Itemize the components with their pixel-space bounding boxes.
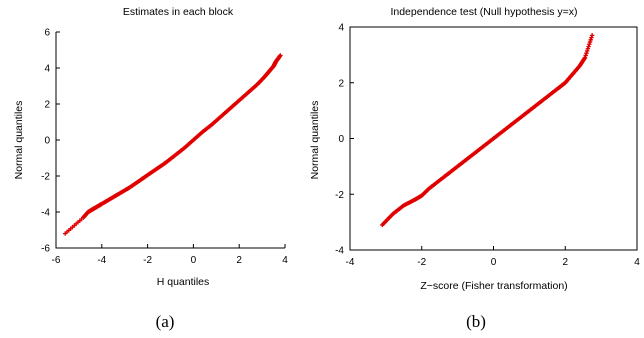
panel-b-qq-plot: Independence test (Null hypothesis y=x) …	[309, 6, 640, 331]
panel-b-point	[584, 48, 590, 54]
panel-a-xtick-label: 2	[236, 255, 242, 266]
panel-a-xtick-label: 0	[191, 255, 197, 266]
panel-a-title: Estimates in each block	[123, 6, 234, 18]
panel-b-ticks: -4 -2 0 2 4 -4 -2 0 2 4	[335, 23, 640, 269]
panel-b-point	[588, 37, 593, 43]
panel-b-point	[584, 51, 589, 56]
panel-b-ytick-label: -2	[335, 190, 344, 201]
panel-a-xlabel: H quantiles	[157, 276, 210, 288]
panel-b-ytick-label: 0	[338, 134, 344, 145]
panel-a-ytick-label: -6	[41, 244, 50, 255]
panel-b-point	[589, 33, 595, 38]
panel-b-xtick-label: 2	[562, 257, 568, 268]
panel-a-xtick-label: -2	[143, 255, 152, 266]
panel-a-xtick-label: -6	[52, 255, 61, 266]
panel-a-ytick-label: 2	[44, 100, 50, 111]
panel-b-point	[585, 46, 591, 51]
panel-a-point	[278, 53, 283, 58]
panel-b-ytick-label: 2	[338, 78, 344, 89]
panel-a-caption: (a)	[156, 312, 175, 331]
panel-b-title: Independence test (Null hypothesis y=x)	[390, 6, 577, 18]
panel-b-xtick-label: -2	[417, 257, 426, 268]
panel-b-xtick-label: -4	[346, 257, 355, 268]
panel-b-ytick-label: -4	[335, 246, 344, 257]
panel-a-ytick-label: -4	[41, 208, 50, 219]
panel-b-points	[380, 33, 595, 228]
panel-b-point	[589, 35, 594, 40]
panel-b-point	[587, 39, 593, 45]
panel-a-points	[62, 53, 283, 236]
panel-b-point	[587, 42, 592, 47]
panel-a-ytick-label: 6	[44, 28, 50, 39]
panel-a-ticks: -6 -4 -2 0 2 4 -6 -4 -2 0 2 4 6	[41, 28, 288, 267]
panel-b-point	[583, 53, 588, 58]
panel-b-point	[582, 55, 588, 60]
panel-a-ytick-label: -2	[41, 172, 50, 183]
panel-a-ytick-label: 4	[44, 64, 50, 75]
panel-b-xtick-label: 0	[491, 257, 497, 268]
panel-a-qq-plot: Estimates in each block -6 -4 -2 0 2 4 -6 -4 -2 0…	[13, 6, 288, 331]
panel-b-xlabel: Z−score (Fisher transformation)	[420, 280, 567, 292]
panel-b-point	[586, 44, 591, 49]
panel-b-xtick-label: 4	[634, 257, 640, 268]
panel-a-ytick-label: 0	[44, 136, 50, 147]
panel-a-xtick-label: 4	[282, 255, 288, 266]
panel-a-xtick-label: -4	[97, 255, 106, 266]
panel-a-axes	[55, 32, 285, 249]
panel-b-ytick-label: 4	[338, 23, 344, 34]
panel-b-caption: (b)	[466, 312, 486, 331]
panel-a-ylabel: Normal quantiles	[13, 101, 25, 180]
panel-b-ylabel: Normal quantiles	[309, 101, 321, 180]
